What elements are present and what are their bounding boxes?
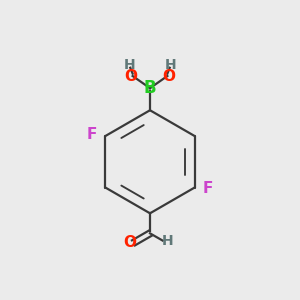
Text: O: O [123, 236, 136, 250]
Text: F: F [203, 181, 213, 196]
Text: O: O [125, 68, 138, 83]
Text: O: O [162, 68, 175, 83]
Text: H: H [165, 58, 177, 72]
Text: H: H [123, 58, 135, 72]
Text: F: F [87, 127, 97, 142]
Text: H: H [162, 234, 173, 248]
Text: B: B [144, 79, 156, 97]
